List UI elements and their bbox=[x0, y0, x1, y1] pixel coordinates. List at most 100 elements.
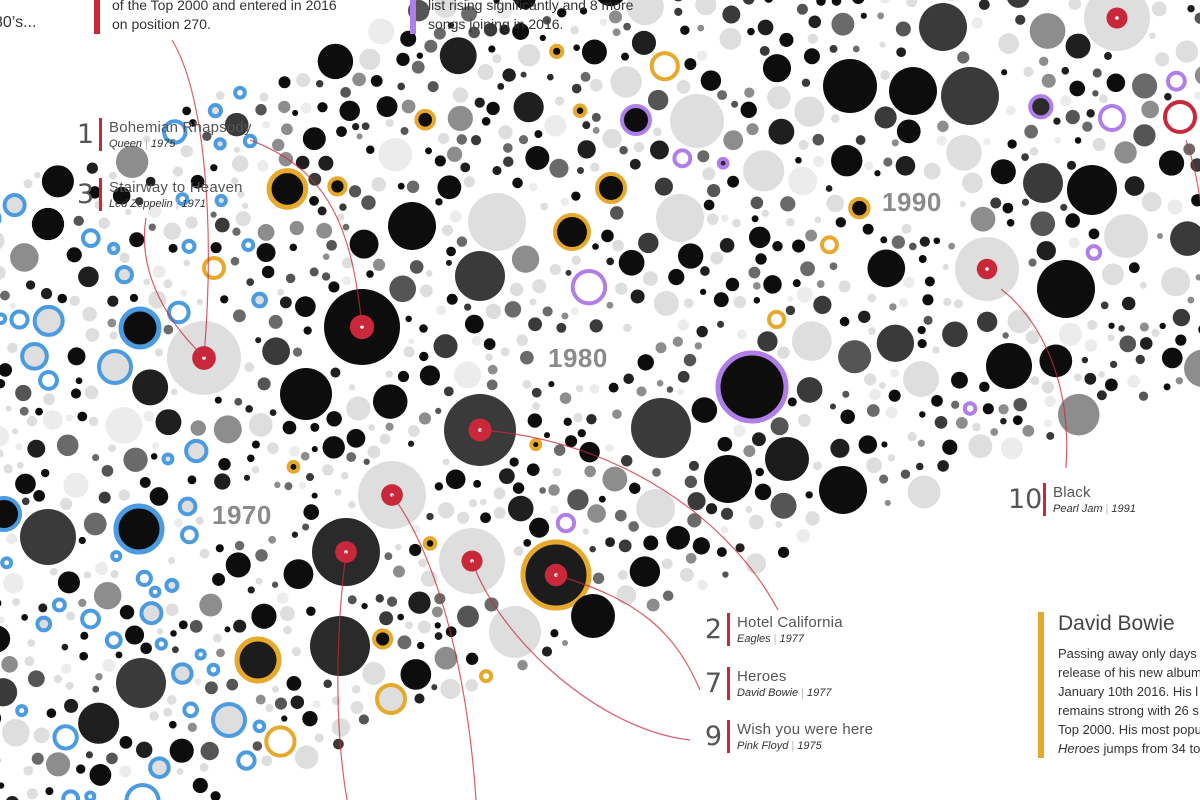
record-bubble bbox=[931, 395, 943, 407]
song-annotation-2[interactable]: 2 Hotel California Eagles | 1977 bbox=[700, 613, 843, 646]
record-bubble bbox=[652, 467, 661, 477]
record-bubble bbox=[763, 275, 782, 294]
song-annotation-10[interactable]: 10 Black Pearl Jam | 1991 bbox=[1008, 483, 1136, 516]
record-bubble bbox=[368, 18, 395, 45]
record-bubble bbox=[79, 651, 89, 661]
record-bubble bbox=[759, 45, 770, 56]
connector-line bbox=[337, 551, 348, 800]
record-bubble bbox=[388, 202, 436, 250]
record-bubble bbox=[1081, 356, 1089, 364]
record-bubble bbox=[512, 482, 525, 494]
record-bubble bbox=[56, 434, 79, 457]
record-bubble bbox=[1039, 56, 1049, 67]
song-meta: Queen | 1975 bbox=[109, 138, 252, 150]
record-bubble bbox=[573, 412, 583, 423]
record-bubble bbox=[843, 518, 851, 526]
record-bubble bbox=[503, 156, 514, 167]
record-bubble bbox=[656, 194, 704, 242]
record-bubble bbox=[936, 135, 947, 146]
record-bubble bbox=[259, 92, 269, 102]
record-bubble bbox=[805, 491, 813, 499]
record-bubble bbox=[816, 280, 825, 288]
record-bubble bbox=[1065, 33, 1091, 59]
record-bubble bbox=[1084, 339, 1098, 352]
record-bubble bbox=[1139, 281, 1147, 289]
record-bubble bbox=[243, 474, 251, 481]
song-annotation-9[interactable]: 9 Wish you were here Pink Floyd | 1975 bbox=[700, 720, 873, 753]
record-bubble bbox=[379, 611, 394, 626]
record-bubble bbox=[180, 525, 199, 545]
record-bubble bbox=[214, 217, 230, 233]
song-annotation-7[interactable]: 7 Heroes David Bowie | 1977 bbox=[700, 667, 831, 700]
record-bubble bbox=[163, 222, 182, 240]
record-bubble bbox=[1163, 383, 1171, 391]
record-bubble bbox=[312, 700, 321, 709]
record-bubble bbox=[617, 569, 628, 581]
record-bubble bbox=[473, 479, 482, 488]
record-bubble bbox=[361, 122, 370, 131]
bowie-title: David Bowie bbox=[1058, 612, 1175, 635]
record-bubble bbox=[27, 670, 45, 688]
record-bubble bbox=[83, 571, 92, 579]
record-bubble bbox=[397, 82, 405, 91]
record-bubble bbox=[143, 278, 151, 286]
record-bubble bbox=[937, 460, 949, 472]
record-bubble bbox=[1069, 80, 1086, 97]
record-bubble bbox=[140, 642, 152, 655]
record-bubble bbox=[685, 552, 697, 564]
record-bubble bbox=[812, 155, 825, 167]
record-bubble bbox=[408, 591, 431, 614]
record-bubble bbox=[623, 373, 634, 385]
record-bubble bbox=[366, 270, 374, 278]
record-bubble bbox=[204, 681, 218, 695]
record-bubble bbox=[78, 598, 87, 608]
record-bubble bbox=[1119, 335, 1137, 353]
record-bubble bbox=[1015, 14, 1026, 25]
record-bubble bbox=[641, 183, 653, 195]
record-bubble bbox=[860, 12, 867, 19]
record-bubble bbox=[389, 275, 417, 303]
record-bubble bbox=[631, 398, 691, 458]
record-bubble bbox=[831, 0, 842, 6]
record-bubble bbox=[570, 25, 579, 35]
record-bubble bbox=[874, 106, 897, 129]
song-annotation-3[interactable]: 3 Stairway to Heaven Led Zeppelin | 1971 bbox=[72, 178, 243, 211]
record-bubble bbox=[863, 123, 872, 132]
record-bubble bbox=[523, 538, 532, 547]
record-bubble bbox=[1037, 260, 1095, 318]
record-bubble bbox=[302, 127, 326, 151]
record-bubble bbox=[618, 539, 632, 553]
record-bubble bbox=[220, 295, 229, 304]
record-bubble bbox=[190, 420, 206, 436]
record-bubble bbox=[563, 417, 572, 426]
record-bubble bbox=[339, 203, 347, 211]
connector-line bbox=[1185, 139, 1200, 204]
song-year: 1991 bbox=[1111, 503, 1136, 515]
record-bubble bbox=[309, 267, 319, 277]
song-rank: 9 bbox=[704, 721, 722, 752]
record-bubble bbox=[356, 133, 363, 140]
record-bubble bbox=[129, 293, 139, 303]
record-bubble bbox=[532, 279, 547, 294]
record-bubble bbox=[183, 259, 191, 267]
record-bubble bbox=[762, 54, 792, 83]
record-bubble bbox=[812, 133, 825, 146]
record-bubble bbox=[112, 781, 124, 793]
record-bubble bbox=[794, 96, 825, 127]
record-bubble bbox=[98, 491, 111, 504]
record-bubble bbox=[1101, 263, 1124, 286]
record-bubble bbox=[27, 439, 46, 458]
record-bubble bbox=[210, 791, 221, 800]
record-bubble bbox=[302, 710, 318, 727]
record-bubble bbox=[474, 97, 485, 108]
record-bubble bbox=[262, 337, 290, 366]
record-bubble bbox=[791, 321, 832, 362]
record-bubble bbox=[446, 246, 456, 257]
record-bubble bbox=[0, 496, 22, 532]
record-bubble bbox=[1054, 137, 1062, 144]
record-bubble bbox=[65, 681, 74, 690]
record-bubble bbox=[416, 641, 425, 650]
record-bubble bbox=[440, 678, 461, 699]
record-bubble bbox=[654, 177, 673, 196]
song-annotation-1[interactable]: 1 Bohemian Rhapsody Queen | 1975 bbox=[72, 118, 252, 151]
